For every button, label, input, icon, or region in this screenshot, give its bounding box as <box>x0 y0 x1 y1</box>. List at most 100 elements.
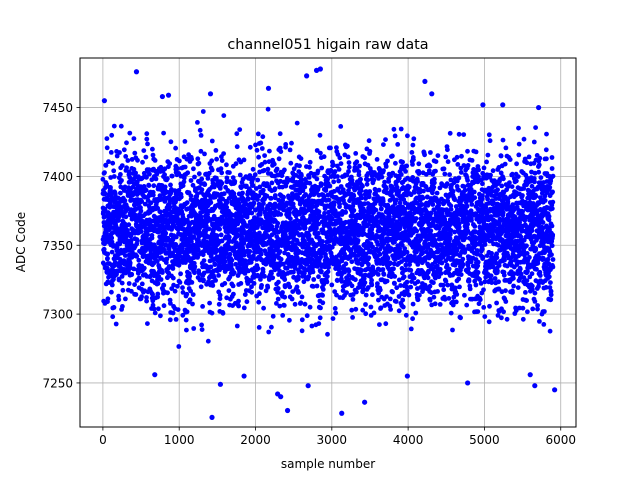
scatter-point <box>321 287 326 292</box>
scatter-point <box>179 195 184 200</box>
scatter-point <box>202 182 207 187</box>
scatter-point <box>428 228 433 233</box>
scatter-point <box>120 281 125 286</box>
scatter-point <box>219 166 224 171</box>
scatter-point <box>404 164 409 169</box>
scatter-point <box>469 218 474 223</box>
scatter-point <box>169 139 174 144</box>
scatter-point <box>447 267 452 272</box>
scatter-point <box>200 187 205 192</box>
scatter-point <box>412 276 417 281</box>
scatter-point <box>132 282 137 287</box>
scatter-point <box>386 179 391 184</box>
scatter-point <box>353 151 358 156</box>
scatter-point <box>261 188 266 193</box>
scatter-point <box>258 212 263 217</box>
scatter-point <box>460 257 465 262</box>
scatter-point <box>360 184 365 189</box>
scatter-point <box>363 311 368 316</box>
scatter-point <box>163 185 168 190</box>
scatter-point <box>293 302 298 307</box>
scatter-point <box>207 227 212 232</box>
scatter-point <box>408 285 413 290</box>
scatter-point <box>414 216 419 221</box>
scatter-point <box>222 281 227 286</box>
scatter-point <box>248 145 253 150</box>
scatter-point <box>401 305 406 310</box>
scatter-point <box>349 259 354 264</box>
scatter-point <box>174 317 179 322</box>
scatter-point <box>333 306 338 311</box>
scatter-point <box>432 295 437 300</box>
scatter-point <box>105 136 110 141</box>
scatter-point <box>449 207 454 212</box>
scatter-point <box>234 131 239 136</box>
scatter-point <box>404 313 409 318</box>
scatter-point <box>303 302 308 307</box>
scatter-point <box>307 175 312 180</box>
scatter-point <box>322 211 327 216</box>
scatter-point <box>319 166 324 171</box>
scatter-point <box>411 302 416 307</box>
scatter-point <box>367 194 372 199</box>
scatter-point <box>127 281 132 286</box>
scatter-point <box>151 193 156 198</box>
scatter-point <box>459 170 464 175</box>
scatter-point <box>470 158 475 163</box>
scatter-point <box>331 179 336 184</box>
scatter-point <box>442 166 447 171</box>
scatter-point <box>144 155 149 160</box>
scatter-point <box>173 146 178 151</box>
scatter-point <box>448 236 453 241</box>
scatter-point <box>337 155 342 160</box>
scatter-point <box>392 127 397 132</box>
scatter-point <box>200 304 205 309</box>
scatter-point <box>295 121 300 126</box>
scatter-point <box>295 256 300 261</box>
scatter-point <box>175 166 180 171</box>
scatter-point <box>199 133 204 138</box>
scatter-point <box>276 297 281 302</box>
scatter-point <box>407 293 412 298</box>
scatter-point <box>251 167 256 172</box>
scatter-point <box>430 202 435 207</box>
scatter-point <box>200 327 205 332</box>
scatter-point <box>287 211 292 216</box>
scatter-point <box>411 143 416 148</box>
scatter-point <box>370 292 375 297</box>
scatter-point <box>180 285 185 290</box>
scatter-point <box>222 191 227 196</box>
scatter-point <box>347 165 352 170</box>
scatter-point <box>184 328 189 333</box>
scatter-point <box>358 177 363 182</box>
scatter-point <box>278 131 283 136</box>
scatter-point <box>256 132 261 137</box>
scatter-point <box>464 303 469 308</box>
scatter-point <box>280 290 285 295</box>
scatter-point <box>184 292 189 297</box>
scatter-point <box>266 167 271 172</box>
scatter-point <box>125 158 130 163</box>
scatter-point <box>243 292 248 297</box>
scatter-point <box>260 134 265 139</box>
scatter-point <box>410 162 415 167</box>
scatter-point <box>126 222 131 227</box>
scatter-point <box>265 285 270 290</box>
scatter-point <box>298 300 303 305</box>
scatter-point <box>112 305 117 310</box>
scatter-point <box>140 160 145 165</box>
scatter-point <box>400 160 405 165</box>
scatter-point <box>472 224 477 229</box>
scatter-point <box>416 297 421 302</box>
scatter-point <box>456 277 461 282</box>
scatter-point <box>317 209 322 214</box>
scatter-point <box>183 165 188 170</box>
scatter-point <box>472 190 477 195</box>
scatter-point <box>188 297 193 302</box>
scatter-point <box>144 131 149 136</box>
scatter-point <box>349 308 354 313</box>
scatter-point <box>111 168 116 173</box>
scatter-point <box>318 306 323 311</box>
scatter-point <box>288 161 293 166</box>
scatter-point <box>160 270 165 275</box>
